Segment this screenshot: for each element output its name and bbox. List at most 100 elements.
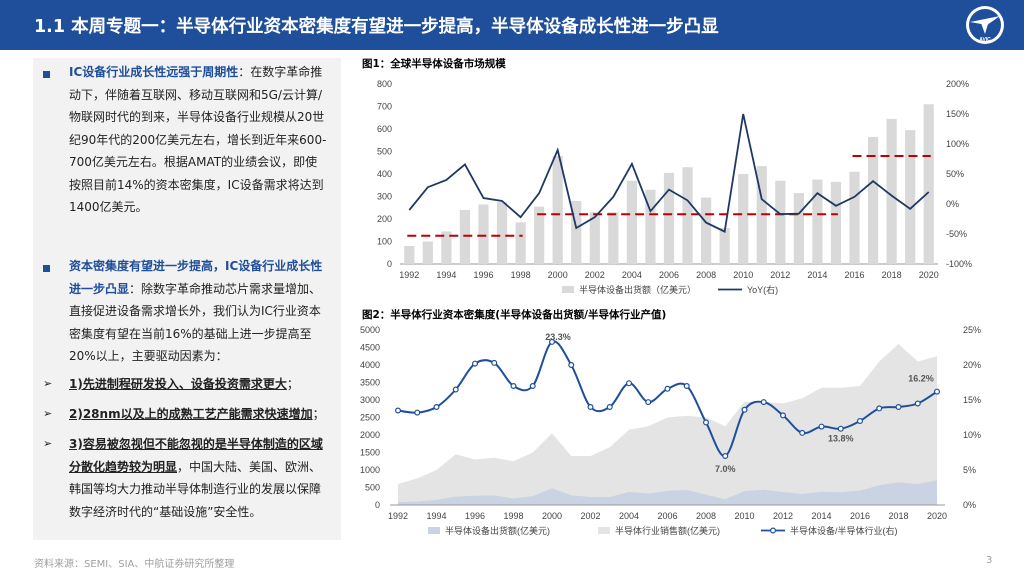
yoy-line — [408, 113, 930, 233]
y-right-tick-label: -100% — [946, 259, 972, 269]
chart-1-title: 图1：全球半导体设备市场规模 — [362, 58, 506, 70]
x-tick-label: 2016 — [845, 270, 865, 280]
equipment-shipment-bar — [589, 212, 600, 264]
legend-equipment-label: 半导体设备出货额(亿美元) — [445, 525, 550, 536]
industry-sales-area — [398, 344, 937, 505]
x-tick-label: 2000 — [542, 511, 562, 521]
capital-intensity-point — [491, 359, 498, 366]
chart-2-capital-intensity: 0 500 1000 1500 2000 2500 3000 3500 4000 4500 5000… — [360, 325, 981, 536]
equipment-shipment-bar — [496, 202, 508, 264]
equipment-shipment-bar — [515, 222, 526, 264]
x-tick-label: 1998 — [511, 270, 531, 280]
equipment-shipment-bar — [571, 201, 582, 264]
equipment-shipment-bar — [552, 156, 563, 264]
capital-intensity-point — [626, 380, 633, 387]
x-tick-label: 2020 — [919, 270, 939, 280]
capital-intensity-point — [857, 417, 864, 424]
x-tick-label: 2020 — [927, 511, 947, 521]
equipment-shipment-bar — [738, 174, 749, 264]
legend-ratio-label: 半导体设备/半导体行业(右) — [790, 525, 898, 536]
driver-item-3: 3)容易被忽视但不能忽视的是半导体制造的区域分散化趋势较为明显，中国大陆、美国、… — [69, 433, 331, 523]
x-tick-label: 1998 — [503, 511, 523, 521]
y-right-tick-label: 0% — [946, 199, 959, 209]
equipment-shipment-bar — [608, 212, 619, 264]
x-tick-label: 2006 — [659, 270, 679, 280]
equipment-shipment-bar — [422, 241, 433, 264]
y-left-tick-label: 500 — [365, 483, 380, 493]
driver-item-2-text: 2)28nm以及上的成熟工艺产能需求快速增加 — [69, 407, 313, 421]
x-tick-label: 2002 — [585, 270, 605, 280]
equipment-shipment-bar — [775, 180, 786, 264]
arrow-bullet-icon: ➢ — [43, 377, 53, 390]
x-tick-label: 2006 — [657, 511, 677, 521]
y-left-tick-label: 1500 — [360, 448, 380, 458]
x-tick-label: 2018 — [888, 511, 908, 521]
equipment-shipment-bar — [478, 204, 489, 264]
x-tick-label: 1996 — [473, 270, 493, 280]
paragraph-1: IC设备行业成长性远强于周期性：在数字革命推动下，伴随着互联网、移动互联网和5G… — [69, 61, 329, 219]
equipment-shipment-bar — [867, 136, 879, 264]
equipment-shipment-bar — [645, 189, 656, 264]
legend-ratio-marker — [770, 527, 777, 534]
capital-intensity-point — [914, 400, 921, 407]
equipment-shipment-bar — [404, 246, 415, 264]
capital-intensity-point — [645, 399, 652, 406]
y-left-tick-label: 400 — [377, 169, 392, 179]
y-left-tick-label: 700 — [377, 102, 392, 112]
equipment-shipment-bar — [701, 197, 712, 264]
capital-intensity-point — [549, 338, 556, 345]
capital-intensity-point — [760, 399, 767, 406]
x-tick-label: 2004 — [622, 270, 642, 280]
x-tick-label: 2012 — [773, 511, 793, 521]
capital-intensity-point — [876, 405, 883, 412]
y-left-tick-label: 2500 — [360, 413, 380, 423]
y-right-tick-label: 15% — [963, 395, 981, 405]
page-number: 3 — [986, 555, 993, 566]
paragraph-2-highlight: 资本密集度有望进一步提高，IC设备行业成长性进一步凸显 — [69, 259, 323, 296]
driver-item-3-text: 3)容易被忽视但不能忽视的是半导体制造的区域分散化趋势较为明显 — [69, 437, 323, 474]
equipment-shipment-bar — [682, 167, 693, 264]
bullet-square-icon — [43, 265, 50, 272]
paragraph-1-highlight: IC设备行业成长性远强于周期性 — [69, 65, 239, 79]
legend-bar-swatch — [562, 286, 574, 293]
capital-intensity-point — [664, 385, 671, 392]
driver-item-3-tail: ，中国大陆、美国、欧洲、韩国等均大力推动半导体制造行业的发展以保障数字经济时代的… — [69, 459, 322, 519]
y-right-tick-label: 200% — [946, 79, 969, 89]
equipment-shipment-bar — [793, 193, 804, 264]
x-tick-label: 2002 — [580, 511, 600, 521]
capital-intensity-point — [433, 403, 440, 410]
capital-intensity-point — [510, 382, 517, 389]
driver-item-1: 1)先进制程研发投入、设备投资需求更大； — [69, 373, 339, 396]
paragraph-1-text: ：在数字革命推动下，伴随着互联网、移动互联网和5G/云计算/物联网时代的到来，半… — [69, 65, 327, 214]
capital-intensity-point — [394, 407, 401, 414]
x-tick-label: 2008 — [696, 511, 716, 521]
data-label: 16.2% — [908, 374, 934, 384]
source-note: 资料来源：SEMI、SIA、中航证券研究所整理 — [34, 559, 235, 570]
x-tick-label: 2014 — [807, 270, 827, 280]
capital-intensity-point — [722, 453, 729, 460]
y-left-tick-label: 0 — [387, 259, 392, 269]
summary-panel: IC设备行业成长性远强于周期性：在数字革命推动下，伴随着互联网、移动互联网和5G… — [33, 58, 341, 540]
capital-intensity-point — [529, 382, 536, 389]
equipment-shipment-bar — [849, 171, 860, 264]
y-right-tick-label: 5% — [963, 465, 976, 475]
y-right-tick-label: 100% — [946, 139, 969, 149]
paragraph-2-text: ：除数字革命推动芯片需求量增加、直接促进设备需求增长外，我们认为IC行业资本密集… — [69, 281, 322, 364]
capital-intensity-point — [452, 386, 459, 393]
equipment-shipment-bar — [459, 210, 471, 264]
y-left-tick-label: 1000 — [360, 465, 380, 475]
capital-intensity-point — [741, 406, 748, 413]
capital-intensity-point — [587, 403, 594, 410]
bullet-square-icon — [43, 71, 50, 78]
capital-intensity-point — [837, 425, 844, 432]
driver-item-1-text: 1)先进制程研发投入、设备投资需求更大 — [69, 377, 287, 391]
x-tick-label: 2016 — [850, 511, 870, 521]
capital-intensity-point — [818, 423, 825, 430]
chart-1-equipment-market: 0 100 200 300 400 500 600 700 800 -100% -50% 0% 50% 1… — [377, 79, 972, 295]
data-label: 7.0% — [715, 464, 736, 474]
y-left-tick-label: 500 — [377, 147, 392, 157]
y-left-tick-label: 300 — [377, 192, 392, 202]
chart-2-title: 图2：半导体行业资本密集度(半导体设备出货额/半导体行业产值) — [362, 309, 667, 321]
equipment-shipment-bar — [626, 180, 637, 264]
y-right-tick-label: 50% — [946, 169, 964, 179]
